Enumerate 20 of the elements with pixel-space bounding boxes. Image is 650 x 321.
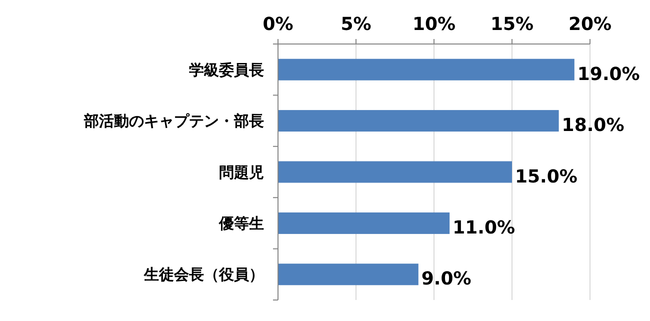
y-tick-label: 生徒会長（役員） bbox=[143, 266, 264, 284]
bar bbox=[278, 264, 418, 286]
x-tick-label: 10% bbox=[412, 14, 456, 35]
data-label: 18.0% bbox=[562, 115, 624, 136]
bar bbox=[278, 58, 574, 80]
bar bbox=[278, 110, 559, 132]
bar bbox=[278, 212, 450, 234]
data-label: 19.0% bbox=[577, 64, 640, 85]
y-tick-label: 学級委員長 bbox=[189, 60, 264, 79]
data-label: 11.0% bbox=[452, 218, 516, 238]
y-tick-label: 部活動のキャプテン・部長 bbox=[83, 112, 264, 130]
x-tick-label: 20% bbox=[568, 14, 612, 35]
x-tick-label: 5% bbox=[340, 14, 372, 35]
x-tick-label: 15% bbox=[490, 14, 534, 35]
data-label: 9.0% bbox=[421, 268, 472, 290]
x-tick-label: 0% bbox=[262, 14, 294, 35]
bar bbox=[278, 161, 512, 183]
data-label: 15.0% bbox=[515, 166, 578, 188]
y-tick-label: 優等生 bbox=[218, 214, 264, 232]
y-tick-label: 問題児 bbox=[219, 163, 264, 182]
